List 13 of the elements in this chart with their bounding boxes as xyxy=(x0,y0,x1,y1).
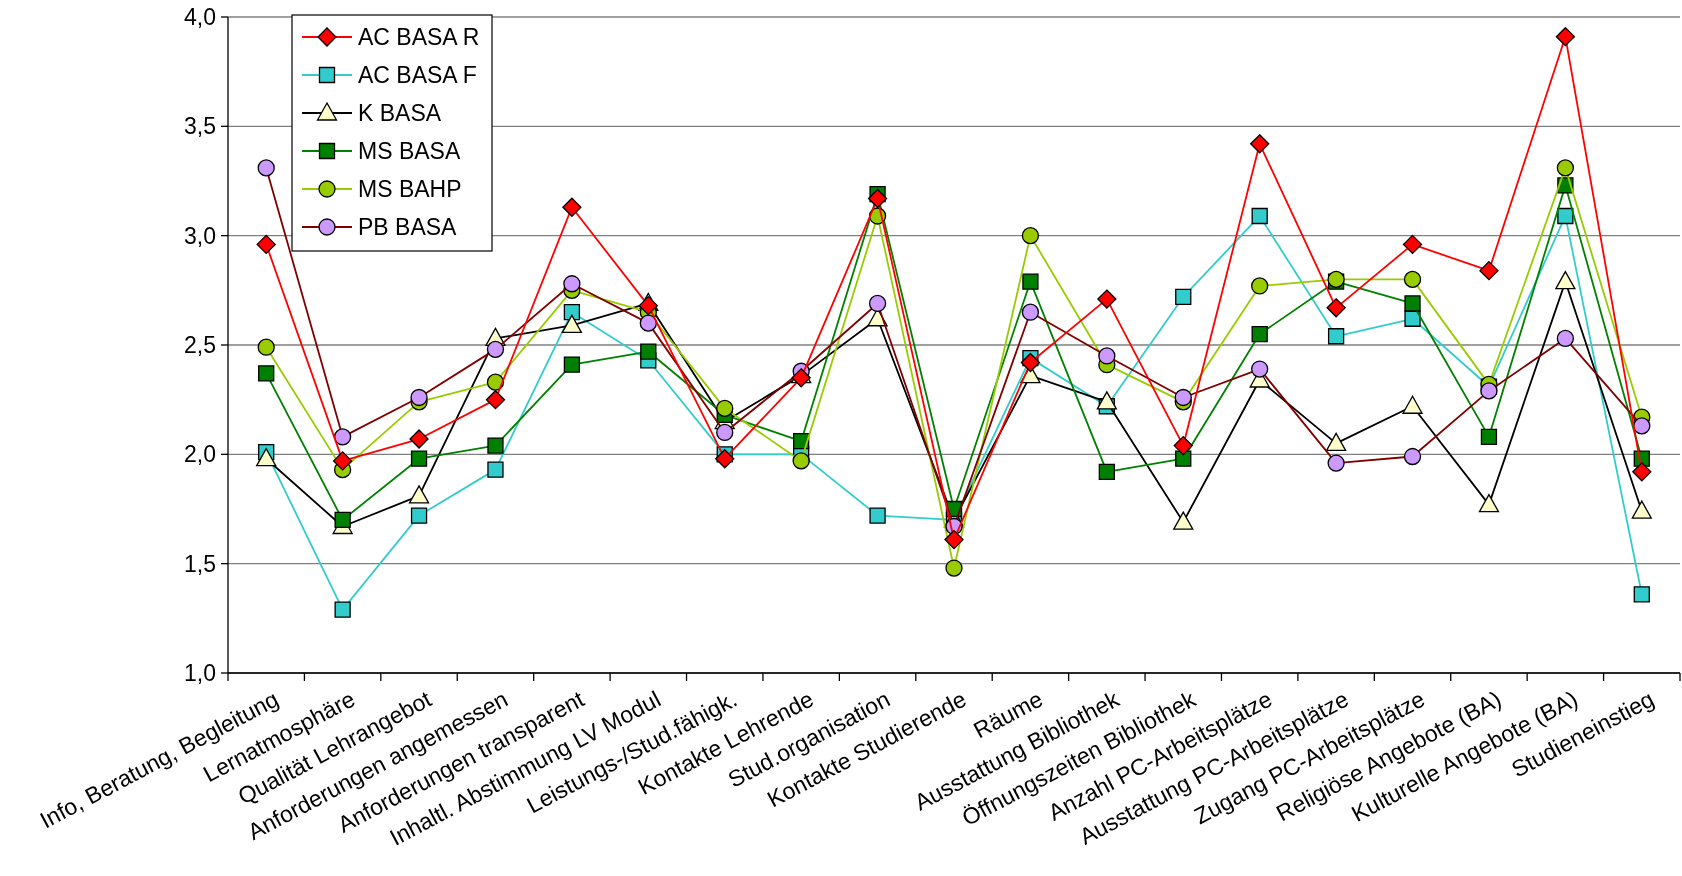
legend-label: MS BAHP xyxy=(358,176,462,203)
y-tick-label: 4,0 xyxy=(184,4,216,31)
legend-label: AC BASA R xyxy=(358,24,480,51)
y-tick-label: 2,0 xyxy=(184,441,216,468)
legend-label: AC BASA F xyxy=(358,62,477,89)
legend-label: K BASA xyxy=(358,100,442,127)
legend-label: MS BASA xyxy=(358,138,461,165)
y-tick-label: 3,5 xyxy=(184,113,216,140)
y-tick-label: 1,0 xyxy=(184,660,216,687)
y-tick-label: 3,0 xyxy=(184,222,216,249)
legend-label: PB BASA xyxy=(358,214,458,241)
y-tick-label: 1,5 xyxy=(184,550,216,577)
y-tick-label: 2,5 xyxy=(184,332,216,359)
